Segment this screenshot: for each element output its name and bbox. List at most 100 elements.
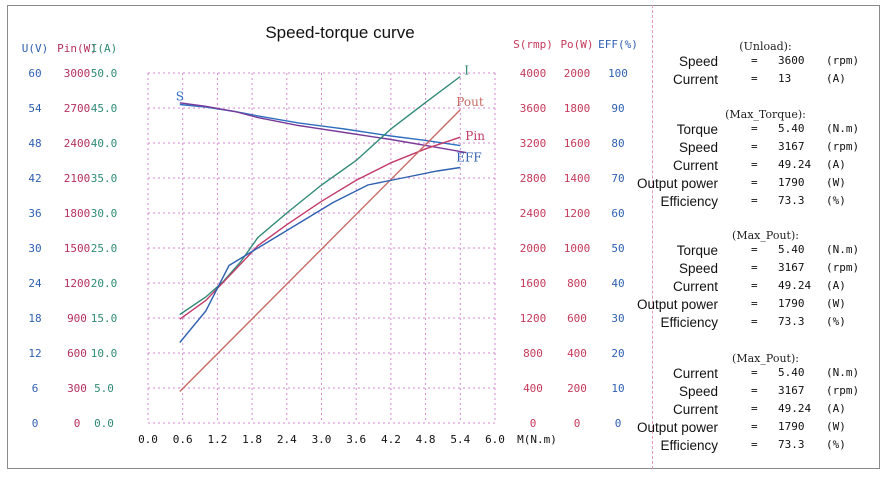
spec-row: Speed = 3167 (rpm) [658, 140, 873, 156]
spec-panel-title: (Unload): [739, 40, 792, 53]
left-axis-header: U(V) [22, 42, 49, 55]
x-tick-label: 1.2 [207, 433, 227, 446]
spec-label: Efficiency [660, 194, 718, 209]
right-tick-label: 200 [567, 382, 587, 395]
spec-row: Output power = 1790 (W) [637, 176, 873, 192]
left-tick-label: 18 [28, 312, 41, 325]
spec-unit: (rpm) [826, 384, 860, 397]
left-tick-label: 0 [32, 417, 39, 430]
spec-unit: (W) [826, 176, 846, 189]
spec-value: 3167 [778, 384, 805, 397]
spec-row: Current = 49.24 (A) [658, 279, 873, 295]
spec-row: Output power = 1790 (W) [637, 420, 873, 436]
spec-label: Torque [676, 122, 718, 137]
spec-value: 3167 [778, 140, 805, 153]
right-axis-header: Po(W) [560, 38, 593, 51]
right-tick-label: 20 [611, 347, 624, 360]
right-tick-label: 3600 [520, 102, 547, 115]
right-tick-label: 400 [567, 347, 587, 360]
spec-row: Efficiency = 73.3 (%) [658, 315, 873, 331]
right-tick-label: 80 [611, 137, 624, 150]
spec-eq: = [751, 438, 758, 451]
right-tick-label: 10 [611, 382, 624, 395]
x-tick-label: 4.2 [381, 433, 401, 446]
right-axis-header: EFF(%) [598, 38, 638, 51]
spec-row: Speed = 3167 (rpm) [658, 384, 873, 400]
spec-row: Current = 49.24 (A) [658, 402, 873, 418]
spec-value: 73.3 [778, 315, 805, 328]
right-tick-label: 0 [530, 417, 537, 430]
x-tick-label: 5.4 [450, 433, 470, 446]
right-tick-label: 2000 [520, 242, 547, 255]
spec-value: 49.24 [778, 158, 812, 171]
spec-eq: = [751, 315, 758, 328]
series-line-u [179, 102, 467, 154]
right-tick-label: 800 [523, 347, 543, 360]
panel-divider [652, 5, 653, 469]
left-tick-label: 60 [28, 67, 41, 80]
right-tick-label: 2000 [564, 67, 591, 80]
left-tick-label: 10.0 [91, 347, 118, 360]
spec-unit: (N.m) [826, 243, 860, 256]
spec-unit: (N.m) [826, 122, 860, 135]
left-tick-label: 48 [28, 137, 41, 150]
spec-value: 5.40 [778, 366, 805, 379]
left-tick-label: 30.0 [91, 207, 118, 220]
series-line-pout [179, 109, 461, 392]
x-tick-label: 0.6 [173, 433, 193, 446]
right-tick-label: 0 [574, 417, 581, 430]
x-tick-label: 6.0 [485, 433, 505, 446]
series-line-pin [179, 136, 461, 320]
right-tick-label: 90 [611, 102, 624, 115]
left-tick-label: 15.0 [91, 312, 118, 325]
speed-torque-chart: Speed-torque curveU(V)605448423630241812… [22, 23, 638, 446]
x-axis-label: M(N.m) [517, 433, 557, 446]
spec-value: 49.24 [778, 402, 812, 415]
spec-value: 5.40 [778, 243, 805, 256]
spec-value: 5.40 [778, 122, 805, 135]
spec-label: Speed [678, 54, 718, 69]
left-tick-label: 5.0 [94, 382, 114, 395]
spec-eq: = [751, 243, 758, 256]
spec-label: Current [672, 279, 718, 294]
left-axis-header: I(A) [91, 42, 118, 55]
left-axis-header: Pin(W) [57, 42, 97, 55]
right-tick-label: 0 [615, 417, 622, 430]
spec-label: Output power [636, 297, 718, 312]
spec-row: Efficiency = 73.3 (%) [658, 438, 873, 454]
spec-eq: = [751, 279, 758, 292]
spec-value: 3600 [778, 54, 805, 67]
left-tick-label: 0.0 [94, 417, 114, 430]
spec-label: Speed [678, 140, 718, 155]
right-tick-label: 2800 [520, 172, 547, 185]
spec-unit: (rpm) [826, 261, 860, 274]
right-tick-label: 1600 [520, 277, 547, 290]
right-tick-label: 100 [608, 67, 628, 80]
right-tick-label: 1800 [564, 102, 591, 115]
left-tick-label: 2400 [64, 137, 91, 150]
right-tick-label: 60 [611, 207, 624, 220]
left-tick-label: 2100 [64, 172, 91, 185]
spec-value: 1790 [778, 420, 805, 433]
right-tick-label: 3200 [520, 137, 547, 150]
right-tick-label: 70 [611, 172, 624, 185]
right-tick-label: 800 [567, 277, 587, 290]
spec-label: Speed [678, 261, 718, 276]
spec-label: Current [672, 366, 718, 381]
right-tick-label: 400 [523, 382, 543, 395]
spec-eq: = [751, 54, 758, 67]
right-tick-label: 50 [611, 242, 624, 255]
spec-unit: (A) [826, 402, 846, 415]
spec-value: 73.3 [778, 438, 805, 451]
right-tick-label: 2400 [520, 207, 547, 220]
x-tick-label: 4.8 [416, 433, 436, 446]
spec-label: Current [672, 402, 718, 417]
left-tick-label: 3000 [64, 67, 91, 80]
spec-row: Efficiency = 73.3 (%) [658, 194, 873, 210]
right-tick-label: 1000 [564, 242, 591, 255]
left-tick-label: 36 [28, 207, 41, 220]
left-tick-label: 42 [28, 172, 41, 185]
spec-row: Torque = 5.40 (N.m) [658, 243, 873, 259]
spec-value: 1790 [778, 297, 805, 310]
right-tick-label: 1600 [564, 137, 591, 150]
